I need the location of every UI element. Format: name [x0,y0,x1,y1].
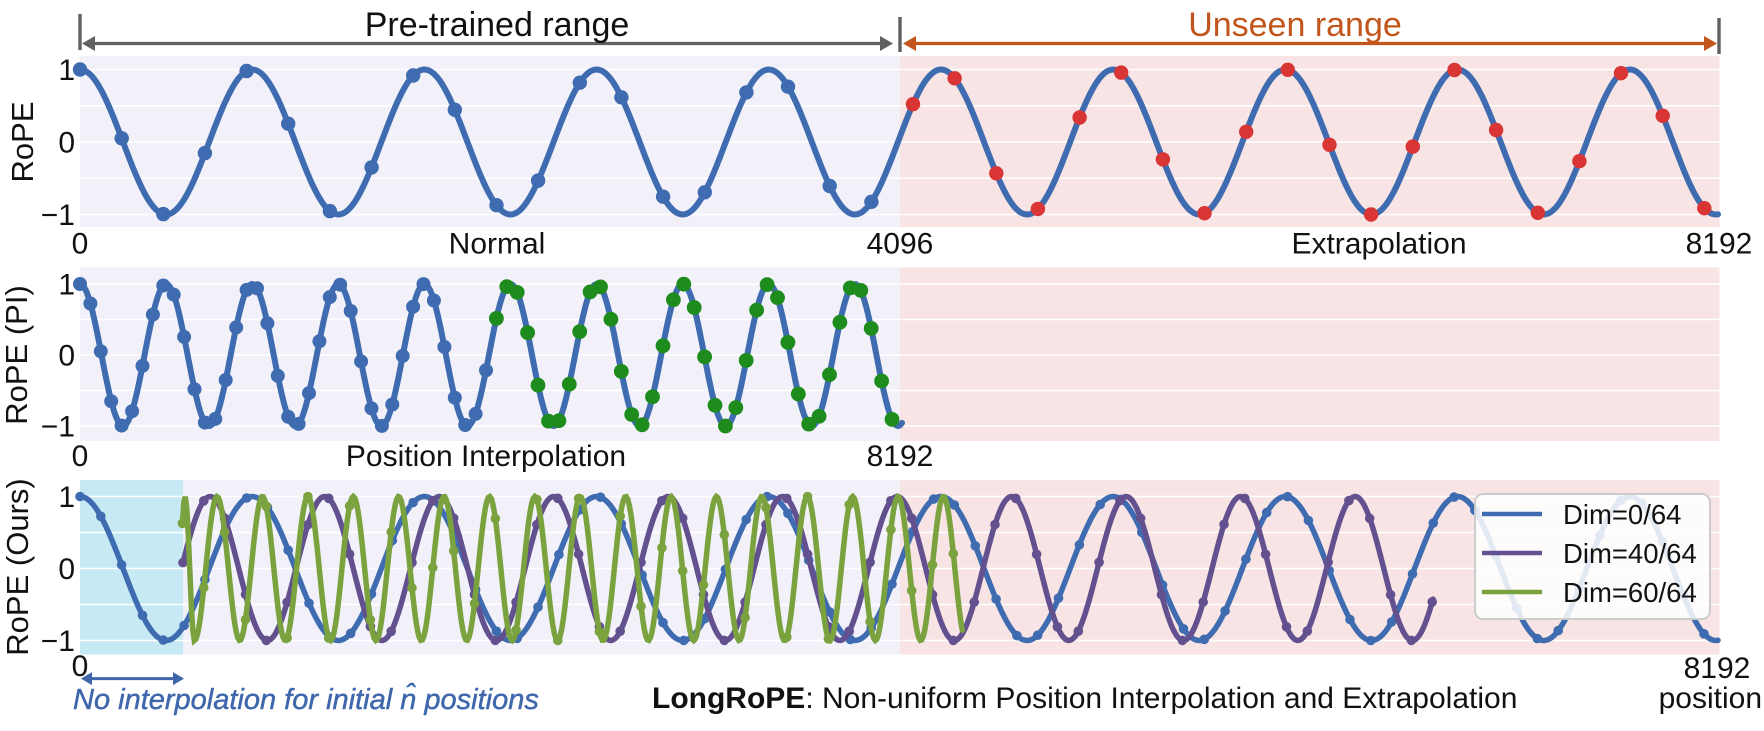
svg-text:RoPE (Ours): RoPE (Ours) [0,478,35,655]
svg-text:8192: 8192 [1686,228,1753,261]
svg-text:Dim=40/64: Dim=40/64 [1563,538,1697,569]
svg-text:RoPE (PI): RoPE (PI) [0,285,34,425]
svg-text:Pre-trained range: Pre-trained range [365,6,630,44]
svg-text:1: 1 [58,54,75,87]
svg-text:0: 0 [72,228,89,261]
svg-text:8192: 8192 [1684,652,1751,685]
svg-text:Dim=0/64: Dim=0/64 [1563,499,1681,530]
svg-text:0: 0 [72,440,89,473]
svg-text:0: 0 [72,650,89,683]
svg-text:position: position [1659,682,1762,715]
svg-text:0: 0 [58,127,75,160]
svg-text:0: 0 [58,553,75,586]
svg-text:−1: −1 [41,199,75,232]
svg-text:8192: 8192 [867,440,934,473]
svg-text:−1: −1 [41,411,75,444]
svg-text:4096: 4096 [867,228,934,261]
svg-text:−1: −1 [41,625,75,658]
svg-text:LongRoPE: Non-uniform Position: LongRoPE: Non-uniform Position Interpola… [652,682,1517,715]
svg-text:Extrapolation: Extrapolation [1291,228,1466,261]
svg-text:Unseen range: Unseen range [1188,6,1402,44]
svg-text:Normal: Normal [449,228,546,261]
svg-text:RoPE: RoPE [5,102,40,183]
svg-text:0: 0 [58,340,75,373]
svg-text:Position Interpolation: Position Interpolation [346,440,626,473]
svg-text:Dim=60/64: Dim=60/64 [1563,577,1697,608]
svg-text:No interpolation for initial n: No interpolation for initial n̂ position… [73,683,539,716]
svg-text:1: 1 [58,481,75,514]
svg-text:1: 1 [58,269,75,302]
